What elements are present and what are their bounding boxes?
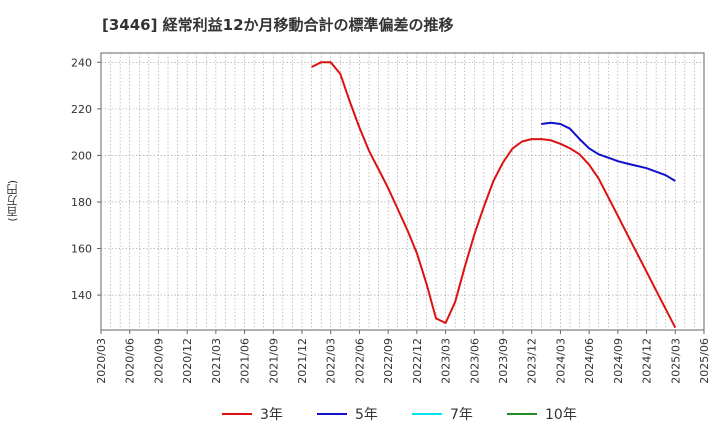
legend-swatch [412, 413, 442, 415]
x-tick-label: 2023/06 [468, 338, 481, 384]
legend-label: 10年 [545, 407, 577, 423]
x-tick-label: 2020/09 [152, 338, 165, 384]
legend-item-10yr: 10年 [507, 404, 577, 424]
y-tick-label: 180 [71, 196, 92, 209]
legend-label: 5年 [355, 407, 378, 423]
legend-item-7yr: 7年 [412, 404, 473, 424]
series-lines [311, 61, 677, 329]
legend-item-3yr: 3年 [222, 404, 283, 424]
x-tick-label: 2023/12 [526, 338, 539, 384]
legend-item-5yr: 5年 [317, 404, 378, 424]
y-tick-label: 240 [71, 56, 92, 69]
x-tick-label: 2022/09 [382, 338, 395, 384]
legend-swatch [507, 413, 537, 415]
series-line [541, 121, 676, 182]
x-tick-label: 2024/09 [612, 338, 625, 384]
y-tick-label: 160 [71, 243, 92, 256]
x-tick-label: 2025/03 [669, 338, 682, 384]
plot-area [100, 52, 705, 331]
legend-label: 3年 [260, 407, 283, 423]
x-tick-label: 2021/12 [296, 338, 309, 384]
x-tick-label: 2020/03 [95, 338, 108, 384]
y-axis: 140 160 180 200 220 240 [71, 56, 101, 302]
legend-swatch [317, 413, 347, 415]
x-axis: 2020/03 2020/06 2020/09 2020/12 2021/03 2021/… [95, 330, 711, 384]
x-tick-label: 2023/03 [440, 338, 453, 384]
y-tick-label: 140 [71, 289, 92, 302]
legend-swatch [222, 413, 252, 415]
y-tick-label: 220 [71, 103, 92, 116]
y-tick-label: 200 [71, 149, 92, 162]
x-tick-label: 2023/09 [497, 338, 510, 384]
x-tick-label: 2022/03 [325, 338, 338, 384]
x-tick-label: 2021/03 [210, 338, 223, 384]
x-tick-label: 2022/06 [353, 338, 366, 384]
x-tick-label: 2020/06 [124, 338, 137, 384]
chart-title: [3446] 経常利益12か月移動合計の標準偏差の推移 [102, 16, 454, 34]
x-tick-label: 2025/06 [698, 338, 711, 384]
x-tick-label: 2024/06 [583, 338, 596, 384]
x-tick-label: 2022/12 [411, 338, 424, 384]
x-tick-label: 2024/03 [554, 338, 567, 384]
x-tick-label: 2021/09 [267, 338, 280, 384]
x-tick-label: 2021/06 [239, 338, 252, 384]
legend-label: 7年 [450, 407, 473, 423]
series-line [311, 61, 677, 329]
x-tick-label: 2020/12 [181, 338, 194, 384]
x-tick-label: 2024/12 [641, 338, 654, 384]
